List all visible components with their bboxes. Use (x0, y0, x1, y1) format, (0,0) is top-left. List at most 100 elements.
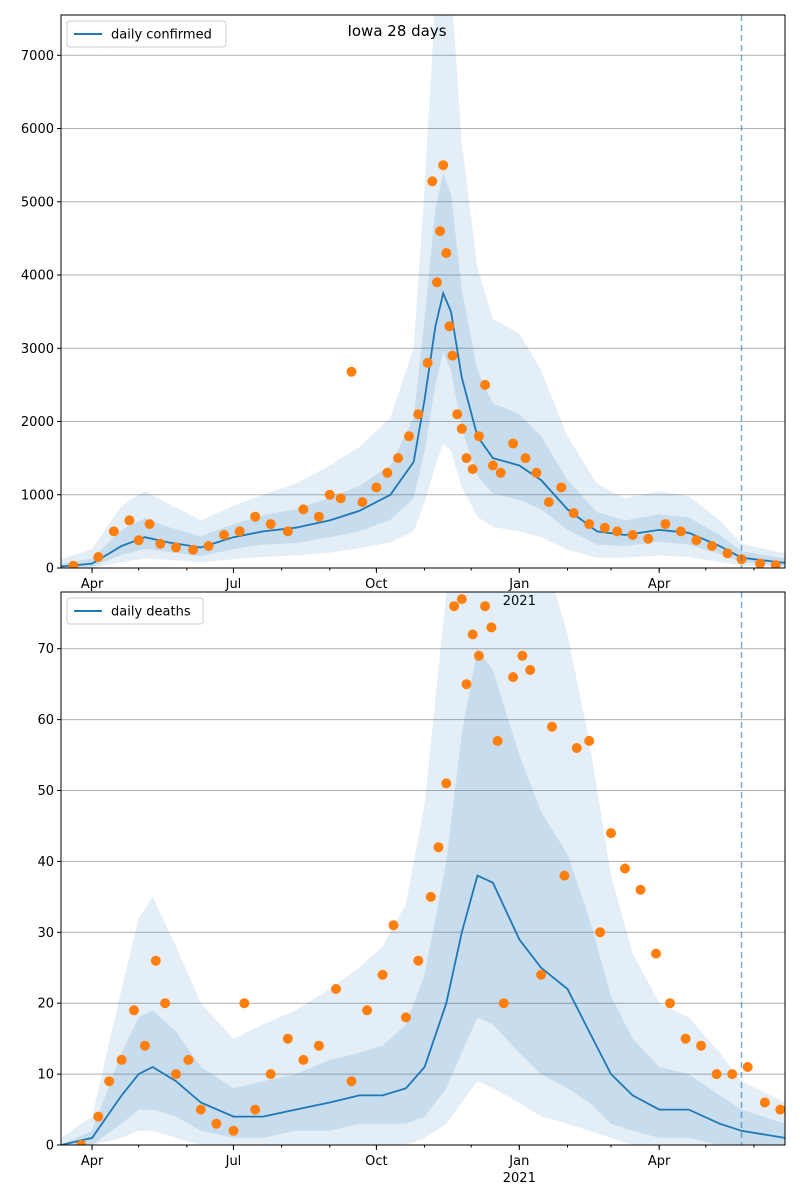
deaths-observed-point (195, 1104, 206, 1115)
confirmed-observed-point (495, 467, 506, 478)
confirmed-y-tick-label: 4000 (21, 269, 54, 284)
confirmed-observed-point (357, 497, 368, 508)
deaths-observed-point (400, 1012, 411, 1023)
confirmed-observed-point (568, 508, 579, 519)
deaths-model-line (61, 874, 785, 1145)
confirmed-observed-point (520, 453, 531, 464)
deaths-observed-point (93, 1111, 104, 1122)
confirmed-observed-point (707, 541, 717, 551)
deaths-observed-point (595, 927, 606, 938)
deaths-observed-points (76, 594, 785, 1145)
deaths-observed-point (265, 1069, 276, 1080)
deaths-x-tick-label: Jul (225, 1154, 242, 1169)
deaths-observed-point (486, 622, 497, 633)
deaths-observed-point (508, 672, 519, 683)
confirmed-observed-point (473, 431, 484, 442)
deaths-plot-frame (60, 591, 786, 1146)
confirmed-observed-point (755, 558, 766, 568)
confirmed-observed-point (612, 526, 623, 537)
confirmed-observed-point (155, 538, 166, 549)
deaths-observed-point (525, 665, 536, 675)
confirmed-observed-point (467, 464, 478, 475)
confirmed-observed-point (313, 511, 324, 522)
deaths-observed-point (116, 1054, 127, 1065)
deaths-observed-point (742, 1062, 753, 1072)
confirmed-observed-point (282, 526, 293, 537)
deaths-observed-point (665, 998, 675, 1009)
confirmed-observed-point (413, 409, 424, 420)
confirmed-y-tick-label: 3000 (21, 342, 54, 357)
confirmed-observed-point (346, 366, 357, 377)
confirmed-observed-point (691, 535, 702, 546)
confirmed-y-tick-label: 6000 (21, 122, 54, 137)
deaths-x-tick-label: Apr (648, 1154, 671, 1169)
deaths-observed-point (759, 1097, 770, 1108)
confirmed-observed-point (219, 530, 230, 540)
confirmed-observed-point (675, 526, 686, 537)
confirmed-y-tick-label: 5000 (21, 195, 54, 210)
deaths-observed-point (139, 1040, 150, 1051)
deaths-panel: 0 10 20 30 40 50 60 70 Apr Jul Oct Jan 2021 Apr dail… (37, 591, 786, 1186)
confirmed-observed-point (643, 533, 654, 544)
confirmed-observed-point (438, 160, 449, 171)
confirmed-observed-point (487, 460, 498, 471)
confirmed-observed-point (335, 493, 346, 504)
deaths-observed-point (473, 650, 484, 661)
confirmed-legend: daily confirmed (66, 20, 227, 48)
deaths-observed-point (559, 870, 570, 881)
confirmed-observed-point (68, 560, 79, 568)
deaths-observed-point (536, 969, 547, 980)
confirmed-observed-point (265, 519, 276, 530)
confirmed-observed-point (452, 409, 463, 420)
deaths-observed-point (680, 1033, 691, 1044)
deaths-observed-point (606, 828, 616, 839)
deaths-observed-point (492, 735, 503, 746)
confirmed-observed-point (599, 522, 610, 533)
confirmed-observed-point (456, 423, 467, 434)
deaths-inner-band (61, 648, 785, 1145)
deaths-gridlines (61, 648, 785, 1075)
confirmed-observed-point (447, 350, 458, 361)
confirmed-observed-point (298, 504, 309, 515)
confirmed-x-tick-label: Jan (508, 577, 529, 592)
confirmed-observed-point (531, 467, 542, 478)
confirmed-x-tick-sublabel: 2021 (503, 594, 536, 609)
deaths-model-path (61, 874, 785, 1145)
deaths-observed-point (696, 1040, 707, 1051)
confirmed-observed-point (171, 542, 181, 553)
confirmed-x-axis: Apr Jul Oct Jan 2021 Apr (81, 568, 755, 609)
deaths-observed-point (449, 601, 460, 612)
deaths-observed-point (76, 1140, 87, 1145)
confirmed-observed-point (124, 515, 135, 526)
confirmed-observed-point (770, 560, 781, 568)
confirmed-observed-point (441, 248, 452, 258)
deaths-observed-point (377, 969, 388, 980)
deaths-observed-point (239, 998, 250, 1009)
deaths-observed-point (547, 721, 557, 732)
confirmed-observed-point (427, 176, 438, 187)
confirmed-observed-point (203, 541, 214, 551)
deaths-y-tick-label: 50 (37, 784, 54, 799)
deaths-observed-point (425, 891, 436, 902)
deaths-observed-point (620, 863, 630, 874)
deaths-observed-point (228, 1125, 239, 1136)
confirmed-observed-point (404, 431, 414, 442)
confirmed-observed-point (543, 497, 554, 508)
deaths-y-axis: 0 10 20 30 40 50 60 70 (37, 642, 61, 1154)
deaths-observed-point (183, 1054, 194, 1065)
confirmed-observed-point (393, 453, 404, 464)
confirmed-observed-point (234, 526, 245, 537)
deaths-observed-point (711, 1069, 722, 1080)
confirmed-legend-box (66, 20, 227, 48)
deaths-x-tick-sublabel: 2021 (503, 1171, 536, 1186)
deaths-y-tick-label: 20 (37, 997, 54, 1012)
confirmed-observed-point (133, 535, 144, 546)
confirmed-observed-point (108, 526, 119, 537)
confirmed-y-axis: 0 1000 2000 3000 4000 5000 6000 7000 (21, 49, 61, 577)
confirmed-x-tick-label: Jul (225, 577, 242, 592)
deaths-x-tick-label: Oct (365, 1154, 387, 1169)
deaths-observed-point (331, 984, 341, 994)
confirmed-outer-band (61, 15, 785, 568)
deaths-x-axis: Apr Jul Oct Jan 2021 Apr (81, 1145, 755, 1186)
deaths-observed-point (211, 1118, 222, 1129)
